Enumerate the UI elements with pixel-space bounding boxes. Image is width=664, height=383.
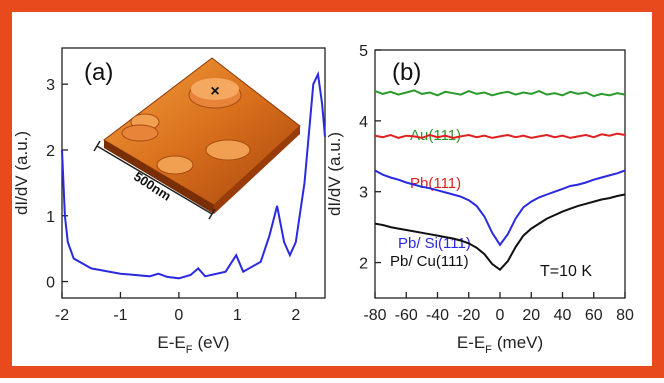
annotation: T=10 K — [540, 263, 592, 280]
x-tick-label: -2 — [55, 307, 69, 324]
series-label: Pb/ Si(111) — [398, 235, 471, 252]
y-tick-label: 1 — [46, 209, 55, 226]
x-tick-label: -80 — [363, 307, 386, 324]
x-tick-label: 1 — [233, 307, 242, 324]
x-tick-label: 20 — [522, 307, 540, 324]
y-axis-label: dI/dV (a.u.) — [12, 131, 31, 215]
x-tick-label: -20 — [457, 307, 480, 324]
x-axis-label-unit: (meV) — [497, 333, 543, 352]
y-tick-label: 2 — [359, 256, 368, 273]
figure: -2-10120123(a)dI/dV (a.u.)E-EF(eV)500nm×… — [0, 0, 664, 378]
y-tick-label: 3 — [359, 185, 368, 202]
y-tick-label: 2 — [46, 143, 55, 160]
x-tick-label: 80 — [616, 307, 634, 324]
series-label: Au(111) — [410, 127, 461, 144]
inset-label: × — [210, 83, 219, 100]
x-axis-label-subscript: F — [186, 344, 193, 356]
x-tick-label: 2 — [291, 307, 300, 324]
panel-label: (a) — [84, 59, 113, 86]
x-tick-label: -40 — [426, 307, 449, 324]
series-label: Pb/ Cu(111) — [390, 253, 469, 270]
x-tick-label: -60 — [395, 307, 418, 324]
y-axis-label: dI/dV (a.u.) — [325, 132, 344, 216]
panel-label: (b) — [392, 59, 421, 86]
x-axis-label-unit: (eV) — [197, 333, 229, 352]
x-tick-label: 0 — [174, 307, 183, 324]
x-tick-label: 40 — [554, 307, 572, 324]
x-axis-label-main: E-E — [157, 333, 185, 352]
x-tick-label: 60 — [585, 307, 603, 324]
x-axis-label-subscript: F — [485, 344, 492, 356]
x-tick-label: 0 — [496, 307, 505, 324]
x-tick-label: -1 — [113, 307, 127, 324]
x-axis-label-main: E-E — [457, 333, 485, 352]
y-tick-label: 0 — [46, 275, 55, 292]
y-tick-label: 5 — [359, 43, 368, 60]
y-tick-label: 3 — [46, 77, 55, 94]
y-tick-label: 4 — [359, 114, 368, 131]
